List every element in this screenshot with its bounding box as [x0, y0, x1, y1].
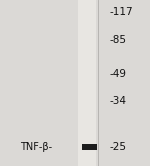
- Text: -25: -25: [110, 142, 126, 152]
- FancyBboxPatch shape: [78, 0, 96, 166]
- FancyBboxPatch shape: [82, 144, 98, 150]
- Text: -117: -117: [110, 7, 133, 17]
- Text: -85: -85: [110, 35, 126, 45]
- Text: -34: -34: [110, 96, 126, 106]
- Text: -49: -49: [110, 69, 126, 79]
- Text: TNF-β-: TNF-β-: [20, 142, 52, 152]
